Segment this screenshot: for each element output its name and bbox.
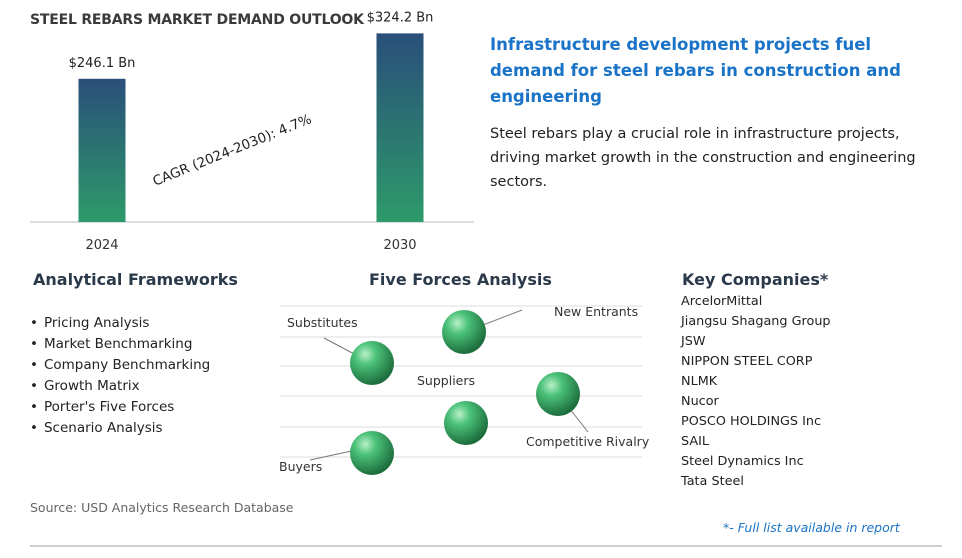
company-list: ArcelorMittal Jiangsu Shagang Group JSW …: [681, 292, 831, 492]
x-tick-label: 2024: [85, 238, 118, 253]
list-item: JSW: [681, 334, 706, 349]
headline: Infrastructure development projects fuel…: [490, 35, 901, 106]
description: Steel rebars play a crucial role in infr…: [490, 126, 916, 190]
list-item: Scenario Analysis: [30, 418, 210, 439]
list-item: Steel Dynamics Inc: [681, 454, 804, 469]
bar-2024: [78, 78, 126, 222]
list-item: SAIL: [681, 434, 710, 449]
substitutes-sphere: [350, 341, 394, 385]
source-note: Source: USD Analytics Research Database: [30, 500, 294, 515]
x-tick-label: 2030: [383, 238, 416, 253]
new-entrants-sphere: [442, 310, 486, 354]
new-entrants-label: New Entrants: [554, 304, 638, 319]
cagr-annotation: CAGR (2024-2030): 4.7%: [151, 111, 315, 190]
bottom-divider: [30, 545, 942, 547]
list-item: NIPPON STEEL CORP: [681, 354, 813, 369]
chart-title: STEEL REBARS MARKET DEMAND OUTLOOK: [30, 12, 364, 28]
list-item: POSCO HOLDINGS Inc: [681, 414, 822, 429]
list-item: Pricing Analysis: [30, 313, 210, 334]
competitive-rivalry-label: Competitive Rivalry: [526, 434, 650, 449]
frameworks-title: Analytical Frameworks: [33, 270, 238, 289]
suppliers-sphere: [444, 401, 488, 445]
list-item: Porter's Five Forces: [30, 397, 210, 418]
bar-value-label: $324.2 Bn: [367, 10, 434, 25]
list-item: Jiangsu Shagang Group: [681, 314, 831, 329]
suppliers-label: Suppliers: [417, 373, 475, 388]
bar-2030: [376, 33, 424, 223]
full-list-footnote: *- Full list available in report: [723, 520, 900, 535]
buyers-label: Buyers: [279, 459, 322, 474]
substitutes-label: Substitutes: [287, 315, 358, 330]
framework-list: Pricing Analysis Market Benchmarking Com…: [30, 313, 210, 439]
competitive-rivalry-sphere: [536, 372, 580, 416]
bar-chart: $246.1 Bn 2024 $324.2 Bn 2030 CAGR (2024-20…: [30, 10, 474, 253]
five-forces-diagram: New Entrants Substitutes Suppliers Compe…: [279, 304, 650, 475]
list-item: Company Benchmarking: [30, 355, 210, 376]
companies-title: Key Companies*: [682, 270, 829, 289]
five-forces-title: Five Forces Analysis: [369, 270, 552, 289]
list-item: NLMK: [681, 374, 718, 389]
list-item: Growth Matrix: [30, 376, 210, 397]
list-item: Nucor: [681, 394, 719, 409]
list-item: Market Benchmarking: [30, 334, 210, 355]
bar-value-label: $246.1 Bn: [69, 56, 136, 71]
list-item: Tata Steel: [681, 474, 744, 489]
list-item: ArcelorMittal: [681, 294, 763, 309]
buyers-sphere: [350, 431, 394, 475]
